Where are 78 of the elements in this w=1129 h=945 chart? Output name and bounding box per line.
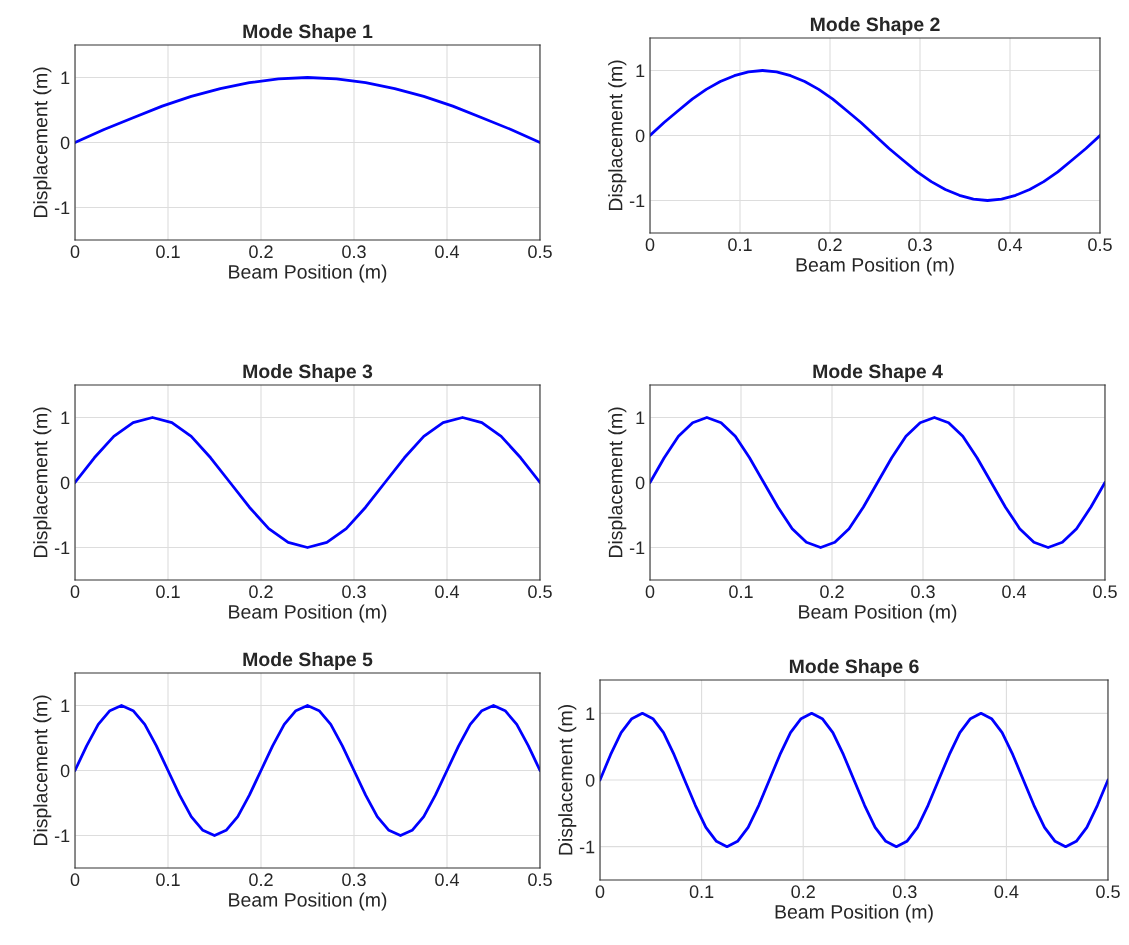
x-tick-label: 0.3 [342, 585, 366, 599]
y-axis-title: Displacement (m) [33, 695, 52, 846]
x-tick-label: 0.2 [249, 245, 273, 259]
line-series [75, 704, 540, 837]
x-tick-label: 0 [595, 885, 605, 899]
x-tick-label: 0.5 [528, 585, 552, 599]
y-axis-title: Displacement (m) [608, 407, 627, 558]
y-tick-label: 1 [61, 699, 70, 713]
y-tick-label: 0 [60, 136, 70, 150]
x-tick-label: 0.2 [791, 885, 815, 899]
y-tick-label: -1 [579, 840, 595, 854]
x-tick-label: 0.1 [156, 873, 180, 887]
y-tick-label: -1 [629, 541, 645, 555]
x-tick-label: 0.2 [249, 585, 273, 599]
chart-title: Mode Shape 2 [810, 16, 940, 36]
x-tick-label: 0.2 [820, 585, 844, 599]
x-tick-label: 0.3 [892, 885, 917, 899]
x-tick-label: 0.1 [728, 238, 752, 252]
x-axis-title: Beam Position (m) [775, 904, 933, 923]
x-tick-label: 0.3 [342, 873, 366, 887]
y-tick-label: -1 [54, 201, 70, 215]
x-tick-label: 0.1 [156, 245, 180, 259]
x-tick-label: 0.4 [435, 873, 460, 887]
y-tick-label: 1 [636, 411, 645, 425]
y-axis-title: Displacement (m) [608, 60, 627, 211]
x-axis-title: Beam Position (m) [229, 264, 387, 283]
x-tick-label: 0.4 [998, 238, 1023, 252]
y-tick-label: 0 [60, 764, 70, 778]
x-tick-label: 0.2 [249, 873, 273, 887]
x-tick-label: 0.3 [908, 238, 932, 252]
x-tick-label: 0 [645, 585, 655, 599]
chart-title: Mode Shape 5 [243, 651, 373, 671]
x-tick-label: 0 [70, 585, 80, 599]
x-axis-title: Beam Position (m) [229, 892, 387, 911]
y-tick-label: 0 [585, 773, 595, 787]
y-axis-title: Displacement (m) [558, 705, 577, 855]
x-tick-label: 0.1 [689, 885, 714, 899]
line-series [75, 76, 540, 144]
y-tick-label: 0 [60, 476, 70, 490]
y-tick-label: -1 [629, 194, 645, 208]
y-tick-label: 1 [61, 71, 70, 85]
y-tick-label: -1 [54, 829, 70, 843]
x-tick-label: 0.4 [435, 245, 460, 259]
x-axis-title: Beam Position (m) [796, 257, 954, 276]
x-tick-label: 0.2 [818, 238, 842, 252]
x-axis-title: Beam Position (m) [229, 604, 387, 623]
y-axis-title: Displacement (m) [33, 407, 52, 558]
line-series [650, 69, 1100, 202]
x-tick-label: 0.3 [342, 245, 366, 259]
x-tick-label: 0 [70, 873, 80, 887]
x-tick-label: 0.3 [911, 585, 935, 599]
line-series [650, 416, 1105, 549]
y-tick-label: 0 [635, 129, 645, 143]
chart-title: Mode Shape 1 [243, 23, 373, 43]
x-tick-label: 0.4 [1002, 585, 1027, 599]
y-tick-label: 0 [635, 476, 645, 490]
chart-title: Mode Shape 4 [813, 363, 943, 383]
x-tick-label: 0 [70, 245, 80, 259]
chart-title: Mode Shape 3 [243, 363, 373, 383]
x-tick-label: 0.1 [729, 585, 753, 599]
line-series [75, 416, 540, 549]
y-tick-label: 1 [61, 411, 70, 425]
y-tick-label: -1 [54, 541, 70, 555]
y-tick-label: 1 [586, 707, 595, 720]
chart-title: Mode Shape 6 [789, 658, 919, 678]
x-tick-label: 0.4 [994, 885, 1019, 899]
x-tick-label: 0.4 [435, 585, 460, 599]
x-tick-label: 0.5 [1088, 238, 1112, 252]
y-tick-label: 1 [636, 64, 645, 78]
line-series [600, 711, 1108, 849]
x-tick-label: 0.5 [528, 245, 552, 259]
x-tick-label: 0.5 [1096, 885, 1120, 899]
y-axis-title: Displacement (m) [33, 67, 52, 218]
x-tick-label: 0 [645, 238, 655, 252]
x-axis-title: Beam Position (m) [799, 604, 957, 623]
x-tick-label: 0.5 [1093, 585, 1117, 599]
x-tick-label: 0.1 [156, 585, 180, 599]
x-tick-label: 0.5 [528, 873, 552, 887]
